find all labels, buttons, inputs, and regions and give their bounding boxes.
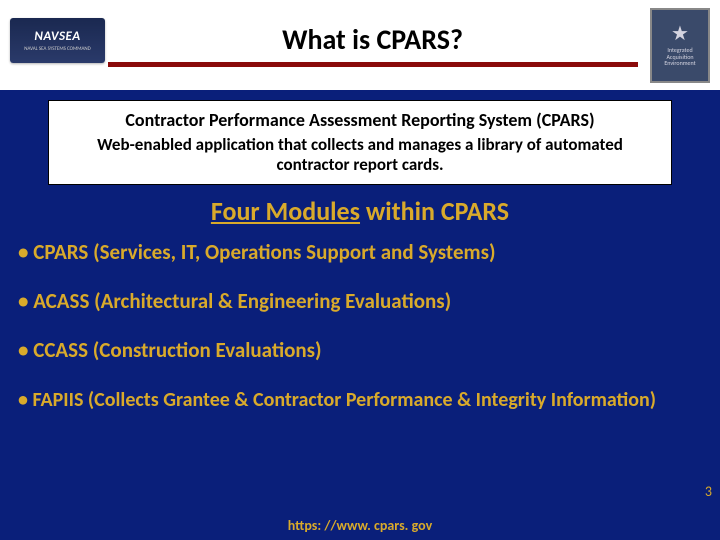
definition-title: Contractor Performance Assessment Report… — [59, 109, 661, 131]
subheading-underlined: Four Modules — [211, 195, 360, 227]
bullet-list: • CPARS (Services, IT, Operations Suppor… — [18, 240, 702, 412]
logo-left-text: NAVSEA — [34, 29, 80, 44]
page-number: 3 — [705, 483, 712, 500]
navsea-logo: NAVSEA NAVAL SEA SYSTEMS COMMAND — [10, 18, 105, 63]
list-item: • CCASS (Construction Evaluations) — [18, 338, 702, 363]
page-title: What is CPARS? — [110, 22, 635, 57]
list-item: • FAPIIS (Collects Grantee & Contractor … — [18, 388, 702, 412]
header-area: NAVSEA NAVAL SEA SYSTEMS COMMAND What is… — [0, 0, 720, 90]
logo-left-subtext: NAVAL SEA SYSTEMS COMMAND — [24, 46, 91, 52]
content-area: Contractor Performance Assessment Report… — [0, 90, 720, 540]
subheading: Four Modules within CPARS — [0, 195, 720, 227]
list-item: • CPARS (Services, IT, Operations Suppor… — [18, 240, 702, 265]
subheading-rest: within CPARS — [360, 195, 509, 227]
title-underline — [108, 62, 638, 67]
star-icon: ★ — [671, 24, 689, 44]
footer-url: https: //www. cpars. gov — [0, 517, 720, 534]
definition-box: Contractor Performance Assessment Report… — [48, 100, 672, 185]
list-item: • ACASS (Architectural & Engineering Eva… — [18, 289, 702, 314]
definition-desc: Web-enabled application that collects an… — [59, 135, 661, 174]
badge-text: Integrated Acquisition Environment — [664, 47, 695, 67]
award-badge: ★ Integrated Acquisition Environment — [650, 8, 710, 83]
slide: NAVSEA NAVAL SEA SYSTEMS COMMAND What is… — [0, 0, 720, 540]
